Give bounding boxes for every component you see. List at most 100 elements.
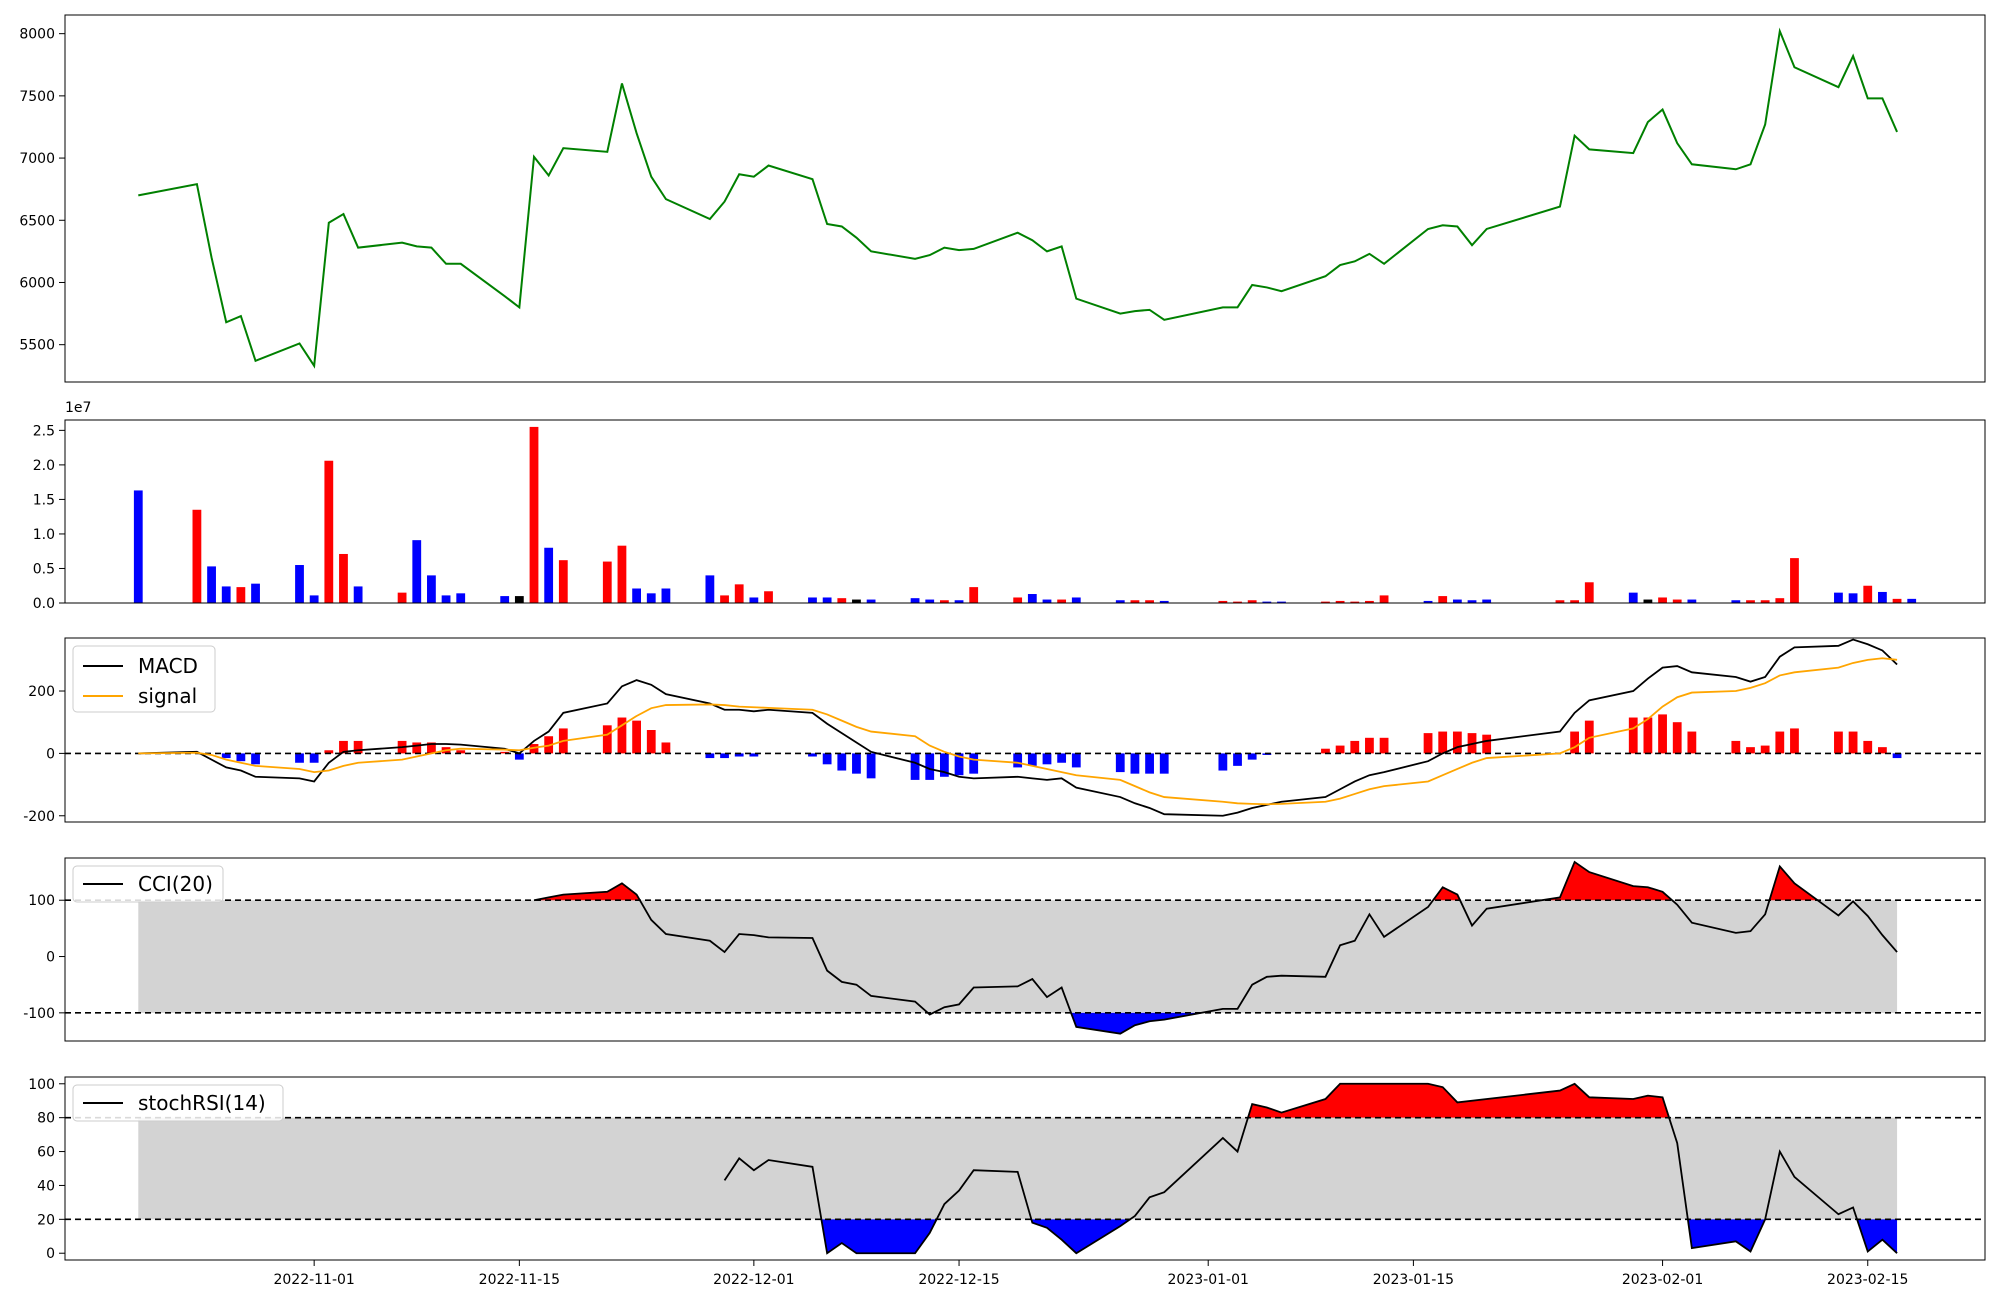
macd-histogram-bar <box>866 753 876 779</box>
macd-histogram-bar <box>1321 748 1330 754</box>
volume-bar <box>954 600 964 603</box>
macd-histogram-bar <box>661 742 671 754</box>
volume-bar <box>427 575 436 603</box>
macd-histogram-bar <box>251 753 260 765</box>
macd-line <box>138 638 1898 817</box>
macd-histogram-bar <box>646 730 656 754</box>
y-tick-label: 1.0 <box>33 527 55 543</box>
macd-histogram-bar <box>1115 753 1125 773</box>
y-tick-label: 2.5 <box>33 423 55 439</box>
stochrsi-line <box>723 1082 1898 1255</box>
volume-bar <box>412 540 422 603</box>
macd-histogram-bar <box>749 753 759 757</box>
volume-bar <box>1277 601 1286 603</box>
x-tick-label: 2023-02-01 <box>1622 1272 1703 1288</box>
plot-frame <box>64 637 1986 823</box>
x-tick-label: 2022-12-15 <box>918 1272 999 1288</box>
signal-line <box>138 657 1898 806</box>
volume-bar <box>1350 601 1360 603</box>
y-tick-label: 1.5 <box>33 492 55 508</box>
macd-histogram-bar <box>427 742 436 754</box>
volume-bar <box>734 584 744 603</box>
macd-histogram-bar <box>734 753 744 757</box>
macd-panel: -200 0 200 MACD signal <box>23 637 1986 825</box>
volume-bar <box>1145 600 1154 603</box>
macd-histogram-bar <box>1335 745 1345 754</box>
macd-histogram-bar <box>514 753 524 760</box>
macd-histogram-bar <box>617 717 627 754</box>
y-tick-label: -100 <box>23 1006 55 1022</box>
macd-histogram-bar <box>1863 740 1873 754</box>
y-tick-label: 200 <box>28 684 55 700</box>
volume-bar <box>1027 594 1037 603</box>
cci-overbought-fill <box>534 861 1818 901</box>
macd-histogram-bar <box>1658 714 1667 754</box>
macd-histogram-bar <box>309 753 319 763</box>
volume-bar <box>1907 598 1917 603</box>
volume-bar <box>207 566 216 603</box>
macd-histogram-bar <box>1057 753 1067 763</box>
volume-bar <box>1790 558 1799 603</box>
volume-bar <box>617 545 627 603</box>
volume-bar <box>1247 600 1257 603</box>
macd-histogram-bar <box>1350 740 1360 754</box>
volume-bar <box>632 588 641 603</box>
volume-bar <box>720 595 729 603</box>
stochrsi-panel: 0 20 40 60 80 100 stochRSI(14) <box>28 1076 1986 1262</box>
macd-histogram-bar <box>1848 731 1858 754</box>
macd-histogram-bar <box>969 753 979 774</box>
volume-bar <box>1115 600 1125 603</box>
macd-histogram-bar <box>1790 728 1799 754</box>
macd-histogram-bar <box>1892 753 1902 759</box>
macd-histogram-bar <box>822 753 832 765</box>
macd-histogram-bar <box>705 753 715 759</box>
legend-label: signal <box>138 684 197 708</box>
y-tick-label: 60 <box>37 1145 55 1161</box>
y-tick-label: 8000 <box>19 27 55 43</box>
y-tick-label: 2.0 <box>33 458 55 474</box>
volume-bar <box>969 587 979 603</box>
price-panel: 5500 6000 6500 7000 7500 8000 <box>19 14 1986 383</box>
volume-bar <box>1892 598 1902 603</box>
macd-histogram-bar <box>1013 753 1023 768</box>
volume-panel: 0.0 0.5 1.0 1.5 2.0 2.5 1e7 <box>33 400 1986 612</box>
macd-histogram-bar <box>456 750 466 754</box>
legend-label: stochRSI(14) <box>138 1091 266 1115</box>
macd-histogram-bar <box>1775 731 1785 754</box>
macd-histogram-bar <box>1760 745 1770 754</box>
volume-bar <box>1878 591 1887 603</box>
macd-histogram-bar <box>1247 753 1257 760</box>
x-tick-label: 2023-01-01 <box>1168 1272 1249 1288</box>
volume-bar <box>456 593 466 603</box>
x-tick-label: 2023-01-15 <box>1373 1272 1454 1288</box>
volume-bar <box>1335 600 1345 603</box>
macd-histogram-bar <box>1746 747 1755 754</box>
volume-bar <box>1057 599 1067 603</box>
x-tick-label: 2022-12-01 <box>713 1272 794 1288</box>
volume-bar <box>251 583 260 603</box>
macd-histogram-bar <box>954 753 964 776</box>
macd-histogram-bar <box>1438 731 1448 754</box>
volume-bar <box>500 596 510 603</box>
macd-histogram-bar <box>1687 731 1697 754</box>
volume-bar <box>324 460 334 603</box>
macd-histogram-bar <box>1482 734 1492 754</box>
cci-oversold-fill <box>927 1012 1202 1034</box>
legend-box <box>72 865 224 903</box>
volume-bar <box>925 599 935 603</box>
macd-histogram-bar <box>529 744 539 754</box>
volume-bar <box>192 509 202 603</box>
legend-box <box>72 1084 284 1122</box>
macd-histogram-bar <box>1159 753 1169 774</box>
volume-bar <box>353 586 363 603</box>
y-tick-label: 6500 <box>19 213 55 229</box>
x-tick-label: 2022-11-15 <box>479 1272 560 1288</box>
volume-bar <box>910 598 920 603</box>
macd-histogram-bar <box>939 753 949 777</box>
macd-histogram-bar <box>353 740 363 754</box>
macd-histogram-bar <box>1452 731 1462 754</box>
volume-bar <box>1746 600 1755 603</box>
macd-histogram-bar <box>1379 737 1389 754</box>
volume-bar <box>852 599 861 603</box>
